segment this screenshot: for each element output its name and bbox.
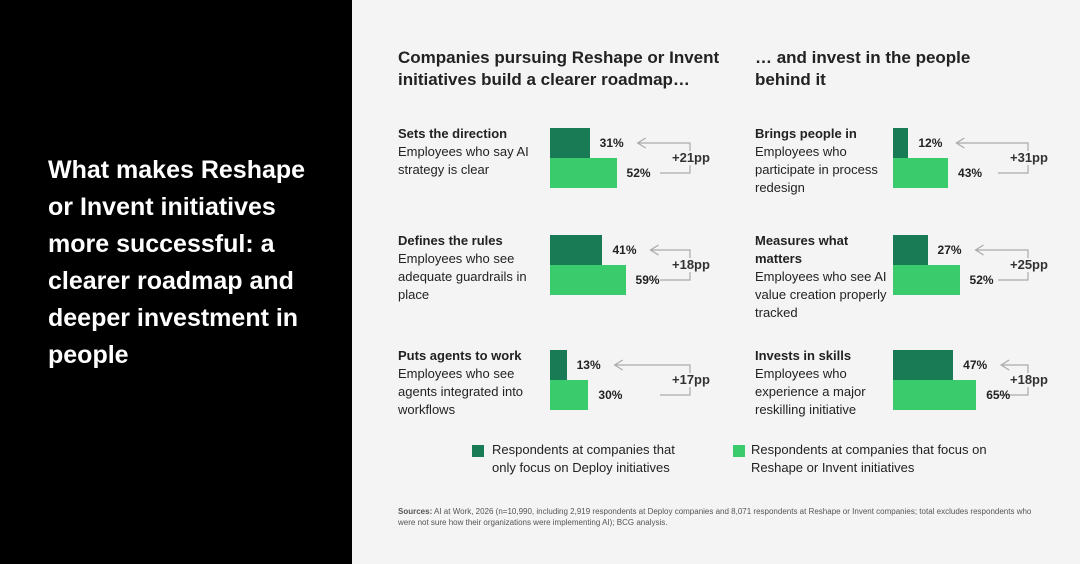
arrow-head xyxy=(974,244,984,256)
chart-title: Companies pursuing Reshape or Invent ini… xyxy=(398,48,720,89)
value-label: 27% xyxy=(937,243,962,257)
value-label: 47% xyxy=(963,358,988,372)
bar xyxy=(893,158,949,188)
category-description: Employees who see agents integrated into… xyxy=(398,366,524,417)
category-description: Employees who see AI value creation prop… xyxy=(755,269,887,320)
value-label: 13% xyxy=(576,358,601,372)
value-label: 30% xyxy=(598,388,623,402)
difference-label: +18pp xyxy=(672,257,710,272)
category-heading: Puts agents to work xyxy=(398,348,522,363)
legend-label: Respondents at companies that focus on R… xyxy=(751,442,987,475)
value-label: 65% xyxy=(986,388,1011,402)
left-panel: What makes Reshape or Invent initiatives… xyxy=(0,0,352,564)
value-label: 52% xyxy=(626,166,651,180)
arrow-head xyxy=(649,244,659,256)
bar xyxy=(550,158,617,188)
legend-swatch xyxy=(472,445,484,457)
bar xyxy=(550,128,590,158)
bar xyxy=(893,128,909,158)
bar xyxy=(893,235,928,265)
arrow-head xyxy=(613,359,623,371)
chart-title: … and invest in the people behind it xyxy=(755,48,971,89)
legend-swatch xyxy=(733,445,745,457)
difference-label: +25pp xyxy=(1010,257,1048,272)
arrow-head xyxy=(955,137,965,149)
legend-label: Respondents at companies that only focus… xyxy=(492,442,675,475)
category-description: Employees who say AI strategy is clear xyxy=(398,144,529,177)
sources-text: AI at Work, 2026 (n=10,990, including 2,… xyxy=(398,507,1032,527)
category-heading: Sets the direction xyxy=(398,126,508,141)
bar xyxy=(550,235,603,265)
difference-label: +31pp xyxy=(1010,150,1048,165)
bar xyxy=(550,265,626,295)
bar xyxy=(893,350,954,380)
category-heading: Invests in skills xyxy=(755,348,852,363)
bar xyxy=(550,350,567,380)
category-description: Employees who experience a major reskill… xyxy=(755,366,866,417)
value-label: 59% xyxy=(635,273,660,287)
difference-label: +18pp xyxy=(1010,372,1048,387)
difference-label: +21pp xyxy=(672,150,710,165)
category-description: Employees who see adequate guardrails in… xyxy=(398,251,527,302)
headline: What makes Reshape or Invent initiatives… xyxy=(48,156,306,369)
value-label: 12% xyxy=(918,136,943,150)
value-label: 41% xyxy=(612,243,637,257)
category-heading: Defines the rules xyxy=(398,233,503,248)
bar xyxy=(550,380,589,410)
arrow-head xyxy=(636,137,646,149)
arrow-head xyxy=(1000,359,1010,371)
difference-label: +17pp xyxy=(672,372,710,387)
value-label: 52% xyxy=(969,273,994,287)
bar xyxy=(893,380,977,410)
category-heading: Brings people in xyxy=(755,126,857,141)
category-heading: Measures what matters xyxy=(755,233,849,266)
sources: Sources: AI at Work, 2026 (n=10,990, inc… xyxy=(398,506,1038,528)
value-label: 43% xyxy=(958,166,983,180)
value-label: 31% xyxy=(599,136,624,150)
category-description: Employees who participate in process red… xyxy=(755,144,878,195)
sources-label: Sources: xyxy=(398,507,433,516)
bar xyxy=(893,265,960,295)
